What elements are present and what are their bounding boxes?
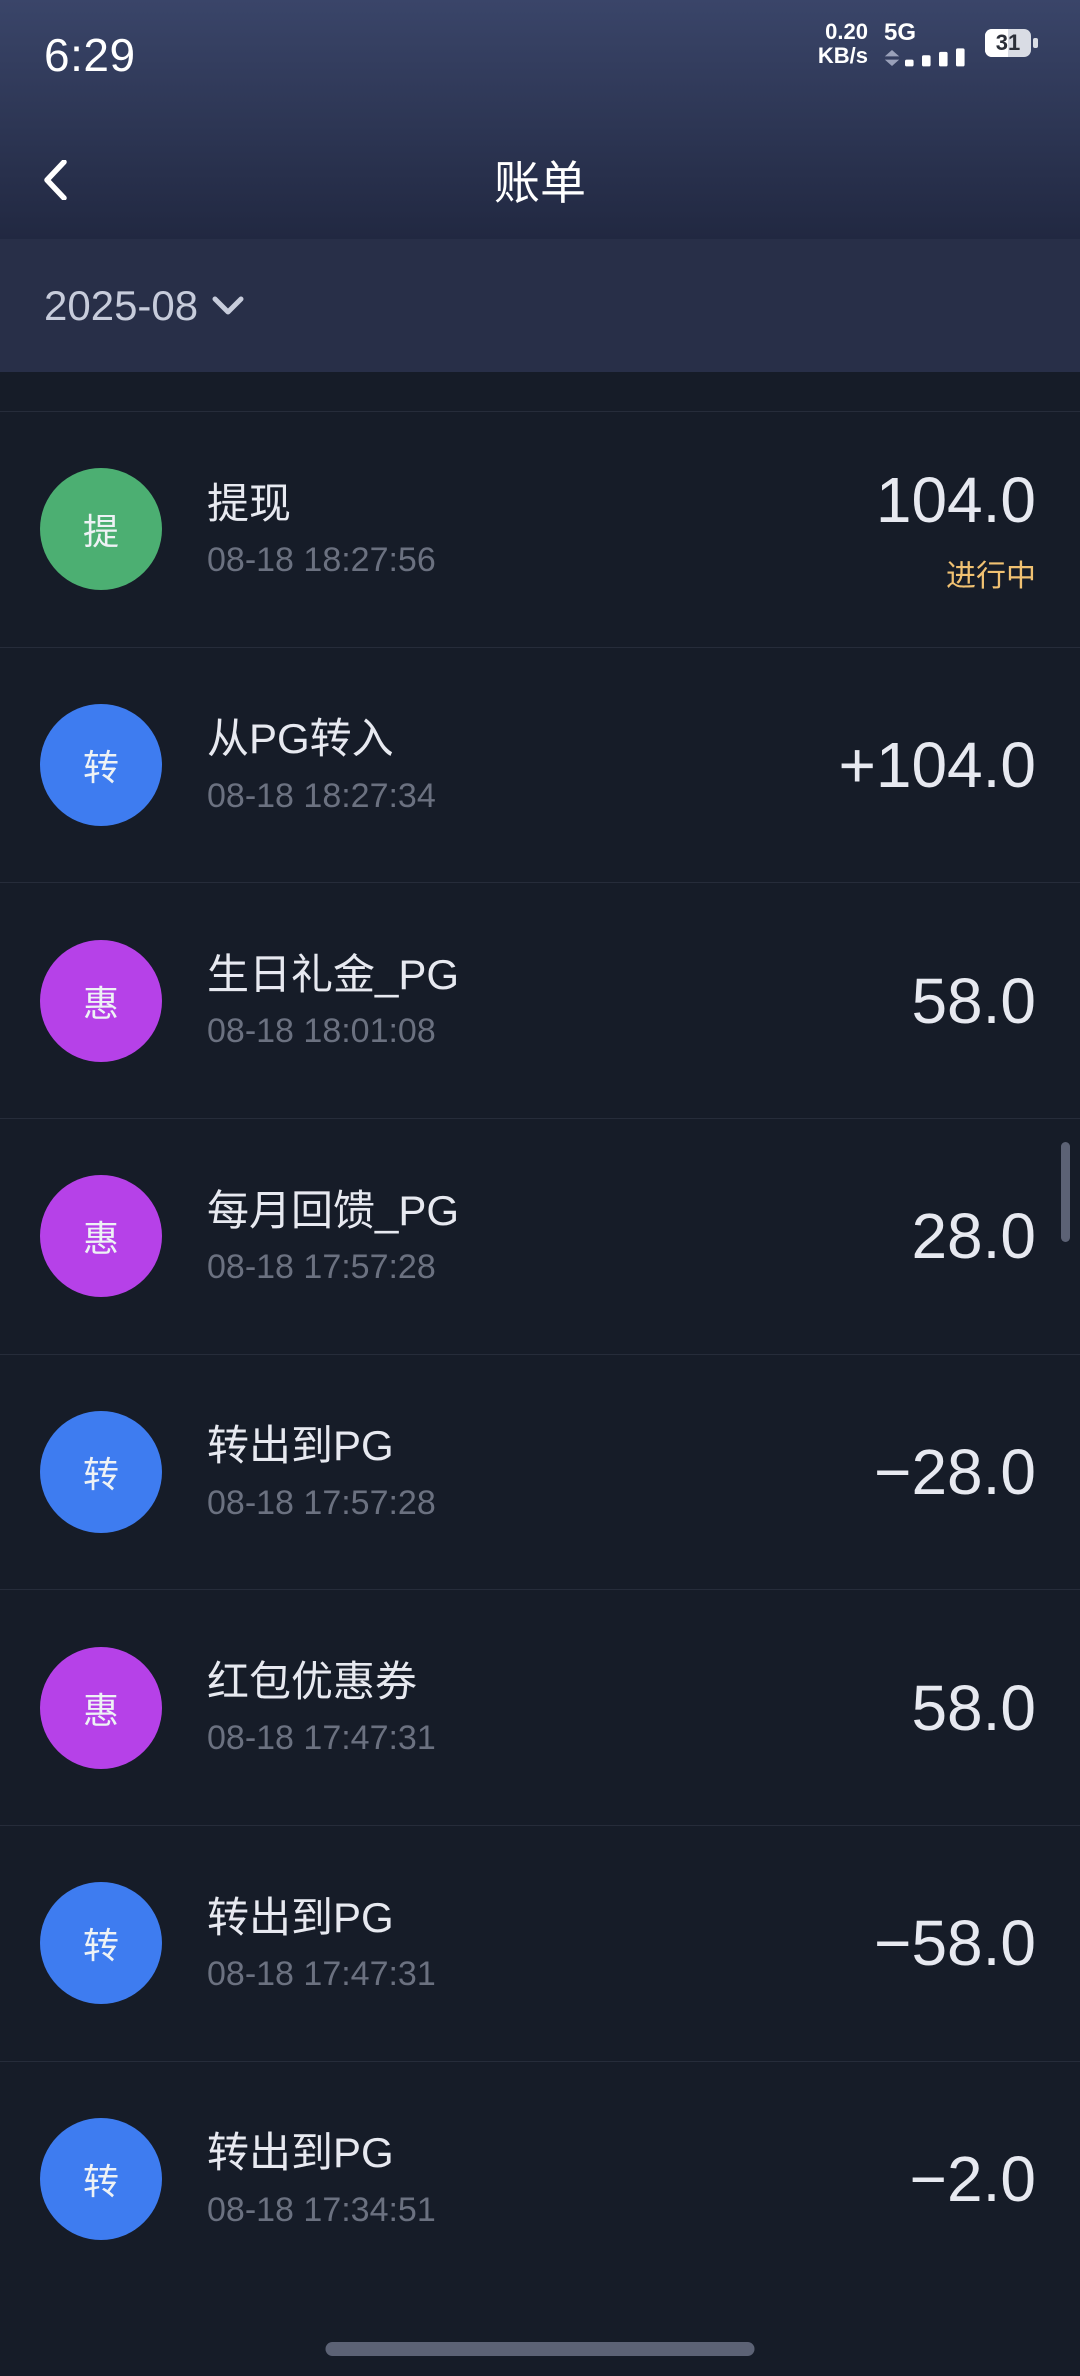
svg-text:31: 31 bbox=[996, 30, 1020, 55]
